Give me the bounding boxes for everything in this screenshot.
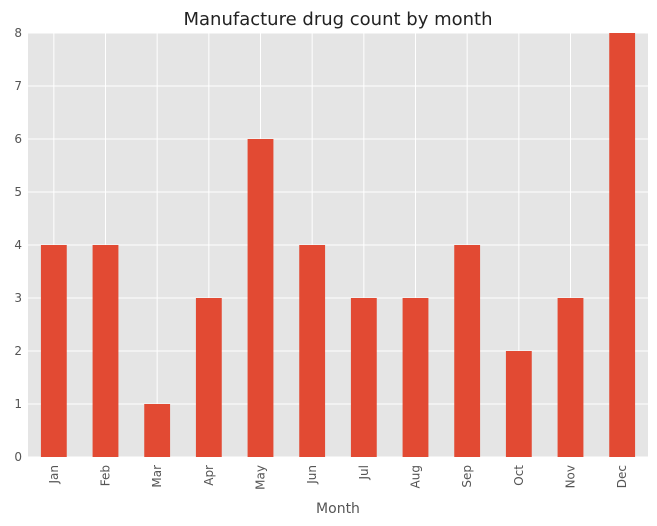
x-tick-label: Jun [305, 465, 319, 485]
x-tick-label: May [254, 465, 268, 490]
x-axis-label: Month [316, 501, 360, 517]
y-tick-label: 0 [14, 450, 22, 464]
y-axis-ticks: 0 1 2 3 4 5 6 7 8 [14, 26, 22, 464]
x-tick-label: Oct [512, 465, 526, 486]
bar-dec [609, 33, 636, 457]
y-tick-label: 3 [14, 291, 22, 305]
y-tick-label: 6 [14, 132, 22, 146]
y-tick-label: 8 [14, 26, 22, 40]
bar-sep [454, 245, 481, 457]
x-tick-label: Jul [357, 465, 371, 480]
bar-may [247, 139, 274, 457]
x-tick-label: Aug [409, 465, 423, 488]
bar-jun [299, 245, 326, 457]
y-tick-label: 2 [14, 344, 22, 358]
x-tick-label: Jan [47, 465, 61, 485]
bar-nov [557, 298, 584, 457]
bar-apr [195, 298, 222, 457]
bar-feb [92, 245, 119, 457]
x-tick-label: Nov [564, 465, 578, 488]
y-tick-label: 5 [14, 185, 22, 199]
x-tick-label: Dec [615, 465, 629, 488]
chart-title: Manufacture drug count by month [183, 9, 492, 30]
bar-oct [505, 351, 532, 457]
y-tick-label: 7 [14, 79, 22, 93]
bar-jul [350, 298, 377, 457]
x-tick-label: Mar [150, 465, 164, 488]
x-tick-label: Feb [99, 465, 113, 486]
bar-mar [144, 404, 171, 457]
bar-jan [40, 245, 67, 457]
x-tick-label: Sep [460, 465, 474, 488]
bars [40, 33, 636, 457]
x-axis-ticks: Jan Feb Mar Apr May Jun Jul Aug Sep Oct Nov Dec [47, 465, 629, 490]
bar-aug [402, 298, 429, 457]
y-tick-label: 4 [14, 238, 22, 252]
x-tick-label: Apr [202, 465, 216, 486]
y-tick-label: 1 [14, 397, 22, 411]
